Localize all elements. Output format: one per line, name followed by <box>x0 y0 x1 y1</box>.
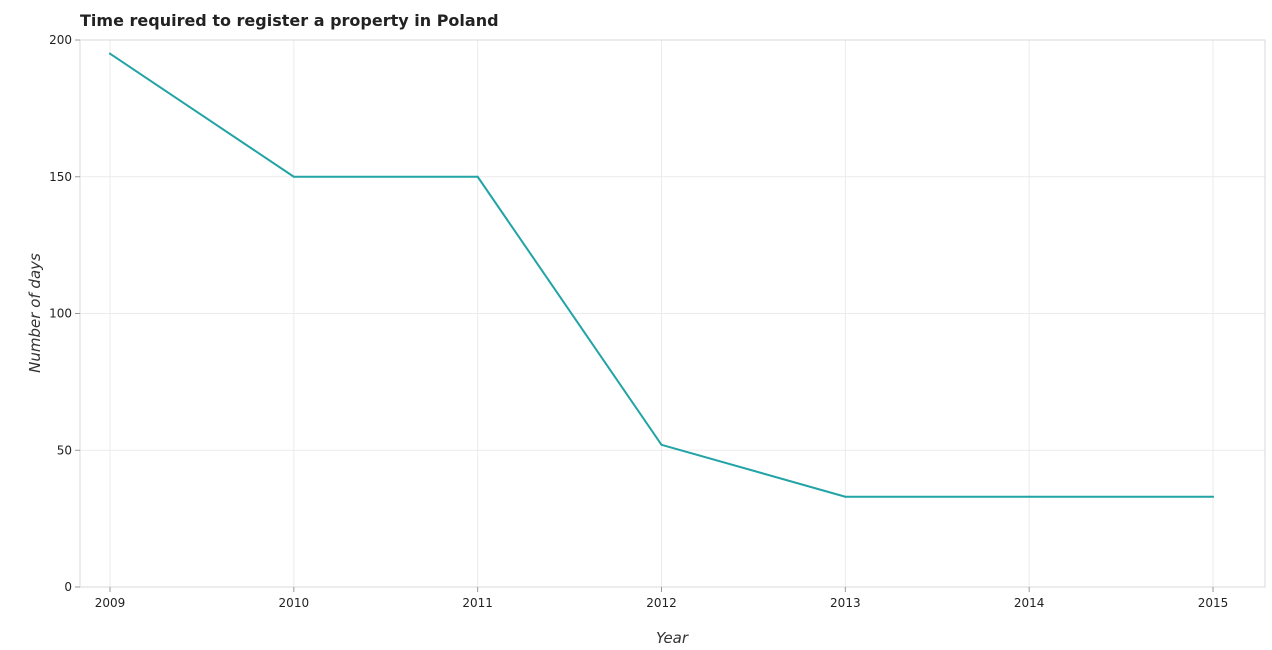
data-point <box>292 175 295 178</box>
grid-lines <box>80 39 1265 588</box>
y-tick-label: 50 <box>57 443 72 457</box>
data-point <box>1028 495 1031 498</box>
x-axis: 2009 2010 2011 2012 2013 2014 2015 <box>95 587 1229 610</box>
data-point <box>476 175 479 178</box>
data-point <box>660 443 663 446</box>
x-tick-label: 2015 <box>1198 596 1229 610</box>
x-tick-label: 2013 <box>830 596 861 610</box>
x-tick-label: 2009 <box>95 596 126 610</box>
y-tick-label: 200 <box>49 33 72 47</box>
chart-title: Time required to register a property in … <box>80 11 499 30</box>
x-axis-label: Year <box>656 629 689 647</box>
series-layer <box>109 52 1214 498</box>
y-axis-label: Number of days <box>26 253 44 373</box>
y-tick-label: 0 <box>64 580 72 594</box>
data-point <box>1212 495 1214 498</box>
x-tick-label: 2012 <box>646 596 677 610</box>
data-point <box>109 52 111 55</box>
y-tick-label: 150 <box>49 170 72 184</box>
y-axis: 0 50 100 150 200 <box>49 33 80 594</box>
x-tick-label: 2010 <box>279 596 310 610</box>
x-tick-label: 2014 <box>1014 596 1045 610</box>
y-tick-label: 100 <box>49 307 72 321</box>
x-tick-label: 2011 <box>462 596 493 610</box>
data-point <box>844 495 847 498</box>
